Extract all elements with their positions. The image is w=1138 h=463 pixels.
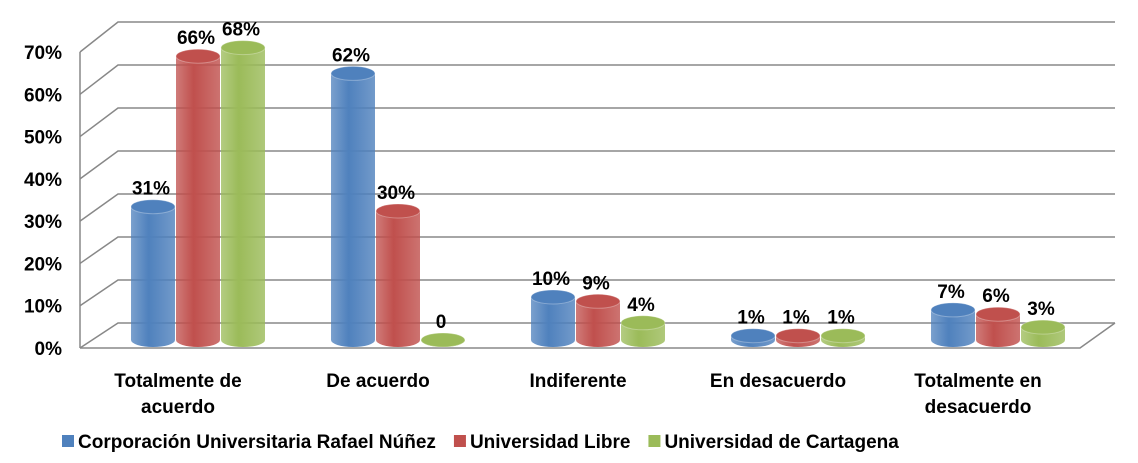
legend-swatch (62, 435, 74, 447)
x-tick-label: Totalmente en (914, 371, 1041, 392)
y-tick-label: 0% (35, 339, 63, 360)
data-label: 3% (1027, 299, 1055, 320)
legend-label: Universidad Libre (470, 432, 631, 453)
bar (175, 48, 221, 347)
bar-top (775, 328, 821, 344)
bar (375, 203, 421, 347)
bar (620, 315, 666, 347)
bar (220, 40, 266, 347)
data-label: 7% (937, 282, 965, 303)
bar-top (1020, 319, 1066, 335)
y-tick-label: 30% (24, 212, 62, 233)
bar (930, 302, 976, 347)
data-label: 0 (436, 312, 447, 333)
legend-swatch (453, 435, 466, 447)
x-tick-label: En desacuerdo (710, 371, 846, 392)
bar-top (130, 199, 176, 215)
grid-line (79, 193, 1115, 222)
bar (775, 328, 821, 347)
y-tick-label: 60% (24, 85, 62, 106)
data-label: 30% (377, 183, 415, 204)
bar-body (131, 206, 175, 347)
bar-top (820, 328, 866, 344)
bar-top (220, 40, 266, 56)
x-tick-label: acuerdo (141, 397, 215, 418)
data-label: 1% (827, 308, 855, 329)
legend-swatch (648, 435, 661, 447)
y-tick-label: 70% (24, 43, 62, 64)
bar-top (730, 328, 776, 344)
data-label: 1% (782, 308, 810, 329)
bar (420, 332, 466, 348)
data-label: 10% (532, 269, 570, 290)
grid-line (79, 64, 1115, 95)
data-label: 6% (982, 286, 1010, 307)
bar-body (376, 211, 420, 347)
bar (730, 328, 776, 347)
grid-line (79, 150, 1115, 180)
y-tick-label: 10% (24, 297, 62, 318)
legend-label: Corporación Universitaria Rafael Núñez (78, 432, 436, 453)
bar-body (576, 301, 620, 347)
data-label: 62% (332, 45, 370, 66)
y-tick-label: 50% (24, 128, 62, 149)
bar-top (930, 302, 976, 318)
x-tick-label: desacuerdo (925, 397, 1032, 418)
bar-body (176, 56, 220, 347)
y-tick-label: 20% (24, 254, 62, 275)
bar-body (221, 47, 265, 347)
data-label: 31% (132, 179, 170, 200)
data-label: 66% (177, 28, 215, 49)
bar (575, 293, 621, 347)
grid-line (79, 279, 1115, 307)
bar-top (420, 332, 466, 348)
data-label: 68% (222, 20, 260, 41)
bar-body (331, 73, 375, 348)
data-label: 9% (582, 273, 610, 294)
bar (1020, 319, 1066, 347)
grid-line (79, 236, 1115, 265)
bar (530, 289, 576, 347)
data-label: 4% (627, 295, 655, 316)
legend-label: Universidad de Cartagena (664, 432, 899, 453)
bar (130, 199, 176, 347)
bar-top (375, 203, 421, 219)
bar-top (620, 315, 666, 331)
data-label: 1% (737, 308, 765, 329)
bar-top (530, 289, 576, 305)
bar-body (976, 314, 1020, 347)
bar-top (975, 306, 1021, 322)
bar-body (531, 297, 575, 347)
bar (975, 306, 1021, 347)
bar-top (175, 48, 221, 64)
bar-body (931, 309, 975, 347)
floor-edge (80, 322, 1116, 349)
bar-top (575, 293, 621, 309)
x-tick-label: Indiferente (529, 371, 626, 392)
bar (330, 65, 376, 348)
grid-line (79, 322, 1115, 349)
grid-line (79, 107, 1115, 138)
x-tick-label: Totalmente de (114, 371, 241, 392)
x-tick-label: De acuerdo (326, 371, 429, 392)
bar-top (330, 65, 376, 81)
grid-line (79, 21, 1115, 53)
y-tick-label: 40% (24, 170, 62, 191)
bar (820, 328, 866, 347)
